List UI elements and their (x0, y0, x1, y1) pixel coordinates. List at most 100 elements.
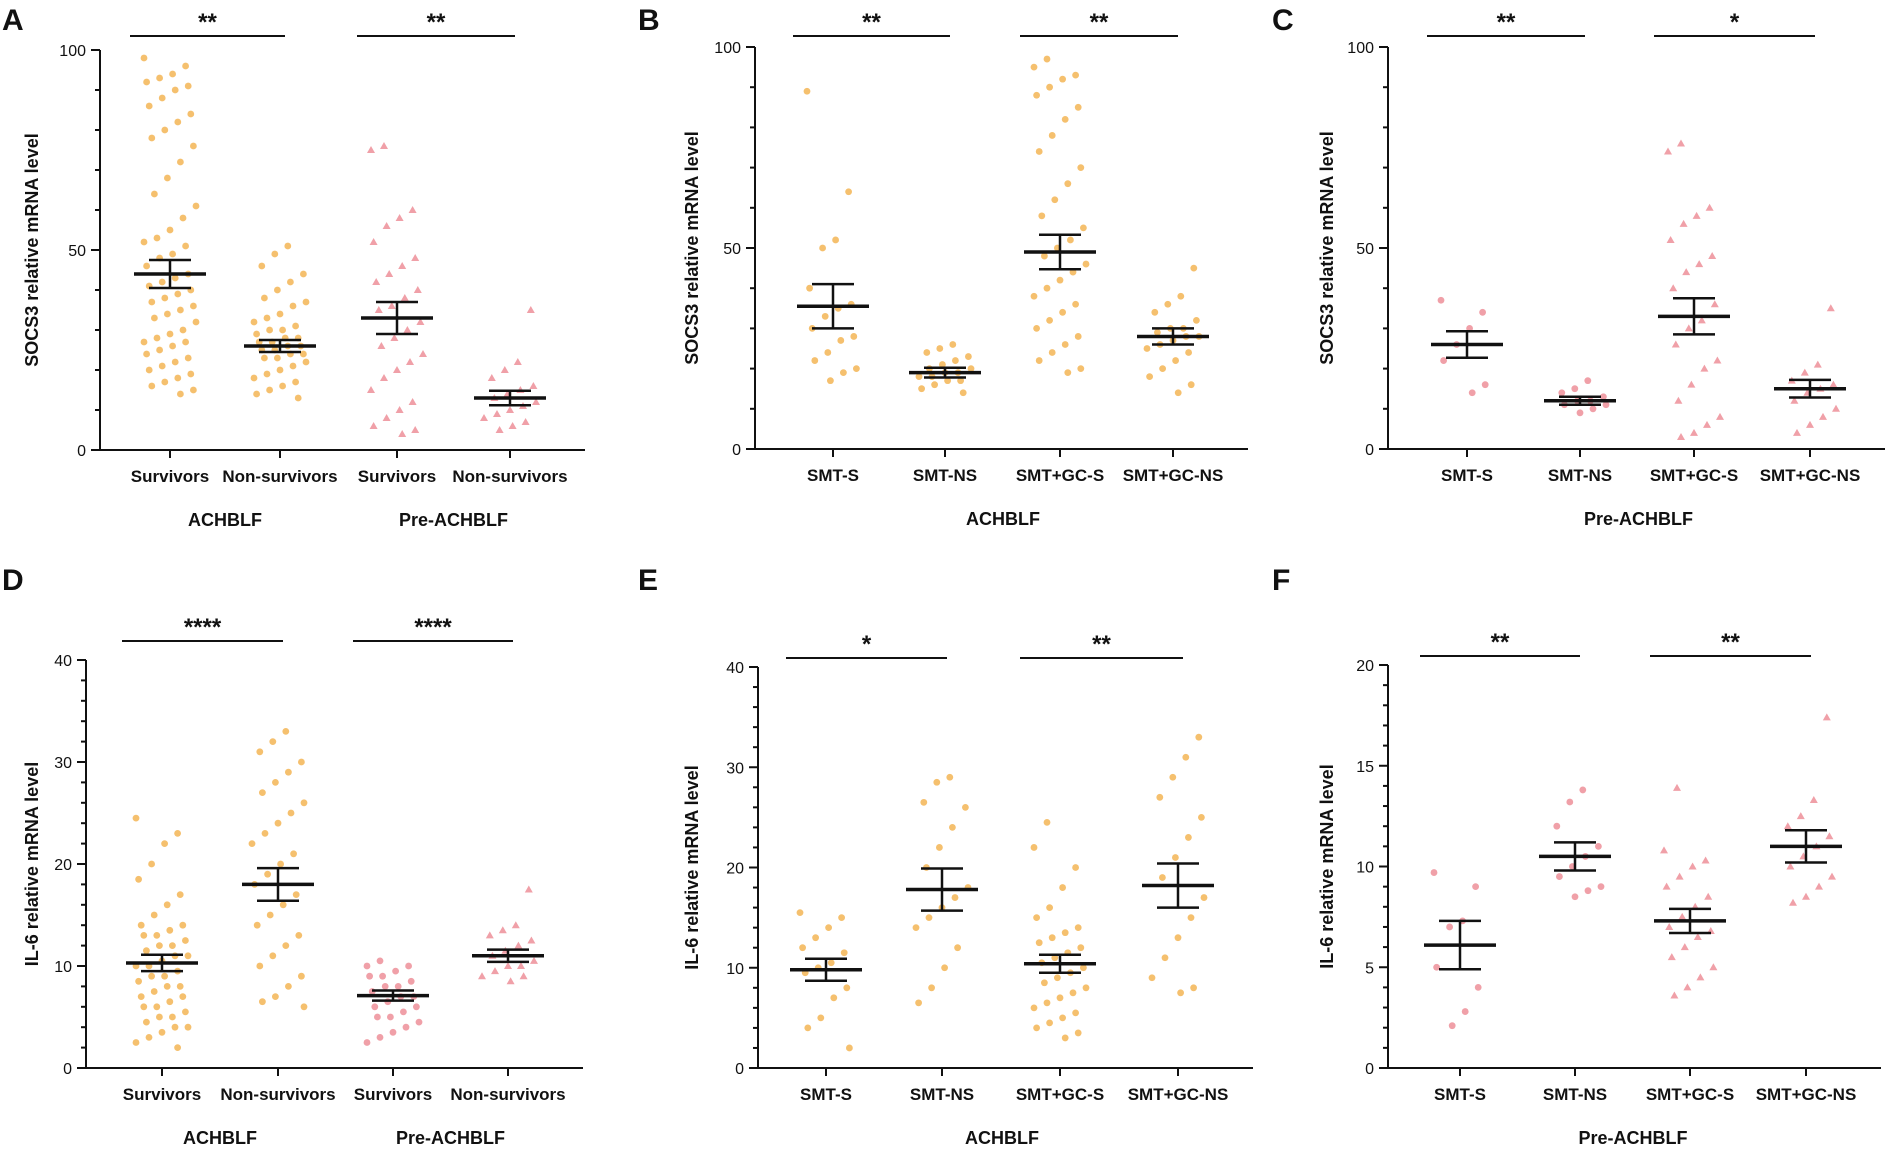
data-point (169, 70, 177, 78)
data-point (1680, 943, 1689, 951)
data-point (153, 234, 161, 242)
data-point (1448, 1022, 1456, 1030)
data-point (1705, 203, 1714, 211)
data-point (408, 398, 417, 405)
data-point (824, 349, 832, 356)
data-point (271, 250, 279, 258)
data-point (385, 270, 394, 277)
data-point (290, 850, 297, 858)
data-point (190, 142, 197, 150)
data-point (799, 944, 806, 952)
data-point (500, 366, 509, 373)
data-point (504, 962, 512, 969)
y-tick-label: 10 (726, 961, 744, 978)
data-point (1154, 329, 1161, 336)
x-category-label: SMT+GC-NS (1123, 466, 1224, 485)
data-point (163, 983, 171, 990)
data-point (176, 983, 184, 990)
data-point (1051, 954, 1059, 962)
data-point (390, 334, 399, 341)
data-point (1074, 103, 1082, 111)
data-point (1046, 316, 1053, 324)
data-point (1080, 964, 1087, 972)
x-category-label: SMT+GC-S (1650, 466, 1738, 485)
data-point (1059, 884, 1066, 891)
data-point (137, 993, 145, 1000)
data-point (395, 214, 404, 221)
data-point (169, 1013, 176, 1021)
data-point (1046, 904, 1053, 911)
data-point (524, 885, 533, 893)
data-point (1696, 973, 1705, 981)
data-point (939, 361, 946, 368)
data-point (143, 947, 150, 955)
data-point (279, 382, 286, 390)
data-point (912, 924, 920, 932)
data-point (1046, 83, 1053, 91)
y-tick-label: 20 (726, 861, 744, 878)
data-point (1174, 934, 1182, 942)
data-point (1472, 883, 1479, 891)
data-point (1666, 235, 1675, 243)
data-point (164, 310, 171, 318)
data-point (1704, 892, 1713, 900)
data-point (936, 844, 943, 851)
data-point (1806, 420, 1814, 428)
data-point (382, 414, 391, 421)
y-tick-label: 0 (77, 443, 86, 460)
data-point (1072, 300, 1079, 308)
x-category-label: SMT-S (1441, 466, 1493, 485)
data-point (379, 972, 386, 980)
data-point (521, 418, 530, 425)
data-point (1829, 380, 1838, 388)
data-point (1695, 260, 1704, 268)
data-point (140, 54, 148, 62)
data-point (1061, 1034, 1069, 1042)
data-point (253, 390, 260, 398)
data-point (140, 238, 148, 246)
data-point (1597, 883, 1605, 891)
data-point (1190, 984, 1197, 992)
data-point (398, 262, 407, 269)
data-point (145, 366, 153, 374)
data-point (419, 350, 427, 357)
group-label: Pre-ACHBLF (399, 510, 508, 530)
data-point (1169, 773, 1177, 781)
data-point (380, 142, 388, 149)
data-point (184, 82, 192, 90)
data-point (1716, 412, 1724, 420)
x-category-label: Non-survivors (450, 1085, 565, 1104)
significance-label: ** (1491, 629, 1510, 656)
data-point (1819, 412, 1827, 420)
data-point (403, 326, 412, 333)
y-tick-label: 50 (68, 243, 86, 260)
data-point (827, 377, 834, 385)
data-point (272, 779, 279, 786)
data-point (292, 891, 300, 898)
data-point (135, 875, 143, 883)
data-point (840, 949, 848, 957)
data-point (135, 977, 143, 985)
data-point (1828, 872, 1836, 880)
data-point (1048, 934, 1056, 942)
significance-label: ** (198, 9, 217, 36)
data-point (1051, 196, 1059, 204)
data-point (407, 977, 415, 985)
data-point (827, 959, 835, 967)
data-point (1600, 393, 1607, 401)
y-tick-label: 0 (732, 442, 741, 459)
x-category-label: SMT-NS (910, 1085, 974, 1104)
data-point (1030, 63, 1038, 71)
data-point (915, 999, 922, 1007)
data-point (300, 1003, 308, 1011)
data-point (513, 358, 522, 365)
data-point (1786, 862, 1795, 870)
data-point (965, 353, 972, 360)
data-point (1584, 377, 1592, 385)
data-point (161, 294, 169, 302)
data-point (1701, 856, 1710, 864)
data-point (171, 274, 179, 282)
data-point (1035, 148, 1043, 155)
data-point (530, 956, 538, 964)
y-tick-label: 10 (54, 959, 72, 976)
